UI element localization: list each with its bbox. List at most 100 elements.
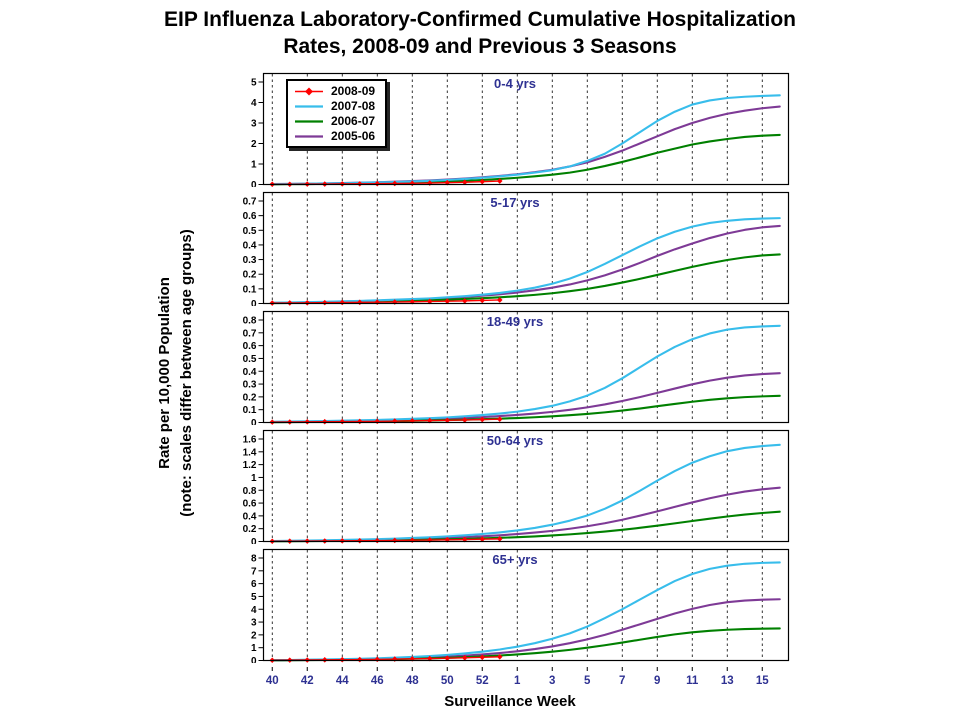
panel-title: 0-4 yrs — [494, 76, 536, 91]
y-tick-label: 0.7 — [243, 197, 257, 208]
plot-border — [262, 429, 790, 543]
y-tick-label: 0 — [251, 656, 257, 663]
x-tick-label: 48 — [406, 675, 419, 687]
panel-title: 50-64 yrs — [487, 433, 543, 448]
chart-panel: 0 0.1 0.20.3 0.4 0.5 0.6 0.70.8 18-49 yrs — [243, 310, 790, 425]
y-tick-label: 0.2 — [243, 270, 257, 281]
panel-title: 65+ yrs — [492, 552, 537, 567]
y-tick-label: 0.5 — [243, 226, 257, 237]
series-line-2007-08 — [271, 217, 781, 304]
diamond-marker — [304, 419, 311, 425]
y-tick-label: 0.6 — [243, 211, 257, 222]
legend-label: 2008-09 — [331, 84, 376, 98]
diamond-marker — [496, 297, 503, 303]
y-tick-label: 0.1 — [243, 284, 257, 295]
legend-label: 2007-08 — [331, 99, 376, 113]
y-tick-label: 7 — [251, 566, 257, 577]
y-tick-label: 4 — [251, 98, 257, 109]
plot-background — [263, 192, 789, 304]
x-tick-label: 3 — [549, 675, 555, 687]
y-tick-label: 0.2 — [243, 392, 257, 403]
y-tick-label: 3 — [251, 618, 257, 629]
legend-label: 2006-07 — [331, 114, 376, 128]
y-tick-label: 1 — [251, 473, 257, 484]
diamond-marker — [461, 298, 468, 304]
y-tick-label: 0.8 — [243, 486, 257, 497]
series-line-2007-08 — [271, 94, 781, 186]
chart-title-line2: Rates, 2008-09 and Previous 3 Seasons — [283, 35, 677, 59]
chart-title-line1: EIP Influenza Laboratory-Confirmed Cumul… — [163, 8, 797, 31]
diamond-marker — [461, 179, 468, 186]
plot-border — [262, 191, 790, 305]
y-tick-label: 0.3 — [243, 255, 257, 266]
y-tick-label: 8 — [251, 554, 257, 565]
plot-background — [263, 549, 789, 661]
y-axis-label: Rate per 10,000 Population (note: scales… — [154, 73, 200, 673]
diamond-marker — [479, 536, 486, 542]
panel-title: 18-49 yrs — [487, 314, 543, 329]
diamond-marker — [479, 416, 486, 423]
panel-title: 5-17 yrs — [490, 195, 539, 210]
legend-item: 2008-09 — [294, 84, 375, 98]
y-tick-label: 1.6 — [243, 435, 257, 446]
y-tick-label: 0 — [251, 180, 257, 187]
chart-panel: 0 0.2 0.40.6 0.8 1 1.2 1.41.6 50-64 yrs — [243, 429, 790, 544]
x-tick-label: 7 — [619, 675, 625, 687]
plot-border — [262, 72, 790, 186]
y-tick-label: 3 — [251, 119, 257, 130]
series-line-2008-09 — [271, 418, 501, 423]
legend-item: 2005-06 — [294, 129, 375, 143]
y-tick-label: 0.6 — [243, 341, 257, 352]
y-tick-label: 0.5 — [243, 354, 257, 365]
y-tick-label: 0.2 — [243, 524, 257, 535]
x-tick-label: 46 — [371, 675, 384, 687]
chart-area: 2008-09 2007-08 2006-07 2005-06 0 1 2 3 4 5 0-4 y… — [230, 72, 796, 689]
x-tick-label: 9 — [654, 675, 660, 687]
legend-swatch-2007-08 — [295, 104, 323, 108]
diamond-marker — [356, 537, 363, 544]
plot-background — [263, 311, 789, 423]
y-tick-label: 0.7 — [243, 328, 257, 339]
legend-item: 2007-08 — [294, 99, 375, 113]
x-tick-label: 11 — [686, 675, 699, 687]
diamond-marker — [409, 656, 416, 662]
diamond-marker — [339, 656, 346, 663]
y-tick-label: 0.6 — [243, 499, 257, 510]
x-axis-ticks: 40 42 44 46 48 50 52 1 3 5 7 9 11 13 15 — [266, 667, 769, 687]
plot-background — [263, 430, 789, 542]
y-tick-label: 5 — [251, 78, 257, 89]
diamond-marker — [339, 418, 346, 425]
y-tick-label: 0.8 — [243, 316, 257, 327]
series-line-2007-08 — [271, 561, 781, 662]
y-tick-label: 0.4 — [243, 511, 257, 522]
diamond-marker — [479, 178, 486, 185]
panels: 0 1 2 3 4 5 0-4 yrs 0 0.1 0.2 0.3 0.4 0.5 0.6 0.7 5-17 … — [230, 72, 796, 689]
x-tick-label: 50 — [441, 675, 454, 687]
y-tick-label: 0 — [251, 299, 257, 306]
y-tick-label: 0 — [251, 537, 257, 544]
x-tick-label: 42 — [301, 675, 314, 687]
plot-border — [262, 548, 790, 662]
y-tick-label: 0.4 — [243, 240, 257, 251]
diamond-marker — [461, 655, 468, 661]
legend-label: 2005-06 — [331, 129, 376, 143]
y-tick-label: 1.2 — [243, 460, 257, 471]
diamond-marker — [444, 417, 451, 424]
y-tick-label: 1 — [251, 160, 257, 171]
y-axis-label-line2: (note: scales differ between age groups) — [177, 229, 195, 517]
y-tick-label: 0.3 — [243, 380, 257, 391]
diamond-marker — [496, 653, 503, 660]
y-tick-label: 4 — [251, 605, 257, 616]
legend: 2008-09 2007-08 2006-07 2005-06 — [286, 79, 388, 148]
y-tick-label: 2 — [251, 139, 257, 150]
diamond-marker — [304, 299, 311, 306]
plot-border — [262, 310, 790, 424]
legend-swatch-2006-07 — [295, 119, 323, 123]
chart-title: EIP Influenza Laboratory-Confirmed Cumul… — [0, 6, 960, 61]
diamond-marker — [496, 536, 503, 542]
y-tick-label: 0 — [251, 418, 257, 425]
y-axis-label-line1: Rate per 10,000 Population — [156, 277, 173, 469]
y-tick-label: 0.1 — [243, 405, 257, 416]
